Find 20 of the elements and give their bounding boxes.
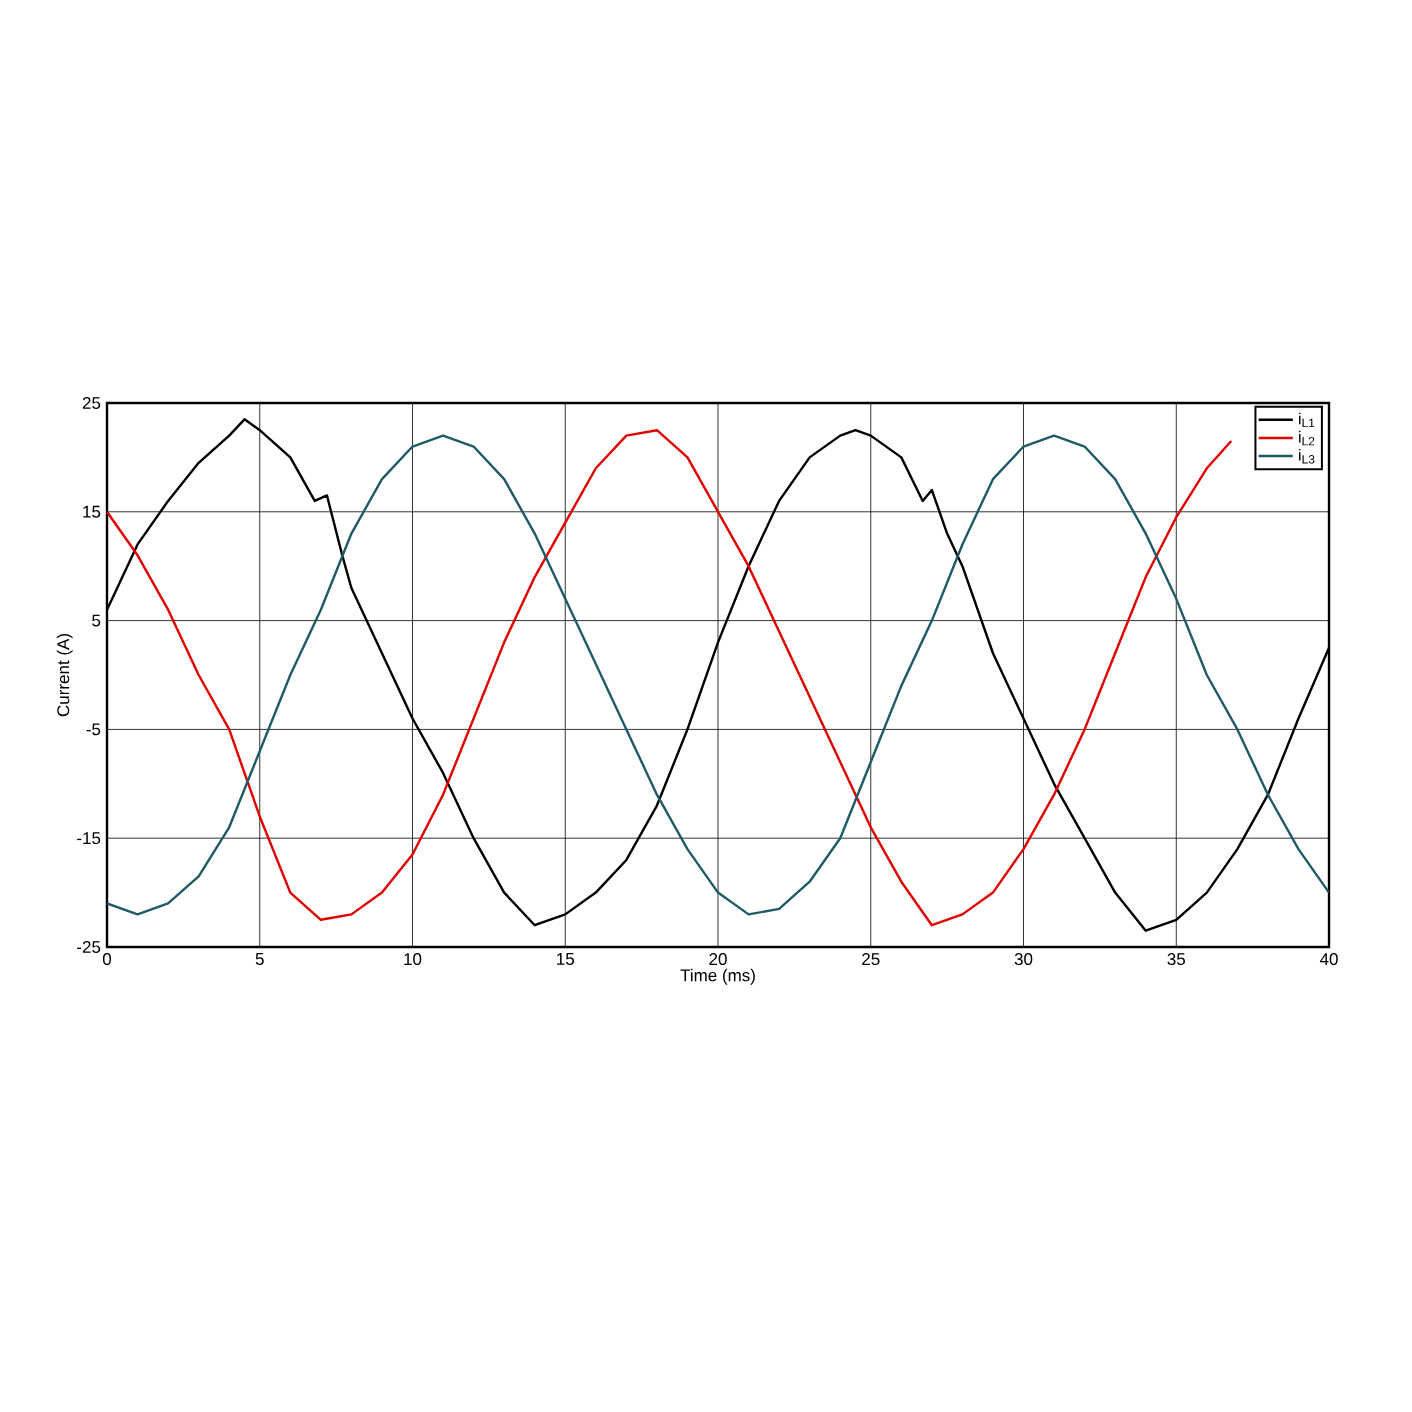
legend-label: i$_{L1}$ <box>1299 412 1315 428</box>
y-tick-label: 15 <box>83 505 101 518</box>
x-tick-label: 5 <box>255 953 264 965</box>
x-tick-label: 15 <box>557 953 575 965</box>
x-tick-label: 30 <box>1014 953 1033 966</box>
x-tick-label: 0 <box>102 953 112 966</box>
legend-label: i$_{L2}$ <box>1299 430 1315 446</box>
x-axis-title: Time (ms) <box>680 968 755 985</box>
y-tick-label: 25 <box>82 396 101 409</box>
y-tick-label: -15 <box>77 832 101 845</box>
x-tick-label: 40 <box>1319 953 1338 966</box>
y-tick-label: -5 <box>86 723 101 736</box>
x-tick-label: 10 <box>404 953 422 966</box>
y-tick-label: 5 <box>92 614 101 627</box>
y-axis-title: Current (A) <box>56 634 73 717</box>
x-tick-label: 25 <box>862 953 880 966</box>
x-tick-label: 20 <box>709 953 727 966</box>
legend-label: i$_{L3}$ <box>1299 448 1315 464</box>
y-tick-label: -25 <box>77 940 101 953</box>
x-tick-label: 35 <box>1167 953 1186 966</box>
